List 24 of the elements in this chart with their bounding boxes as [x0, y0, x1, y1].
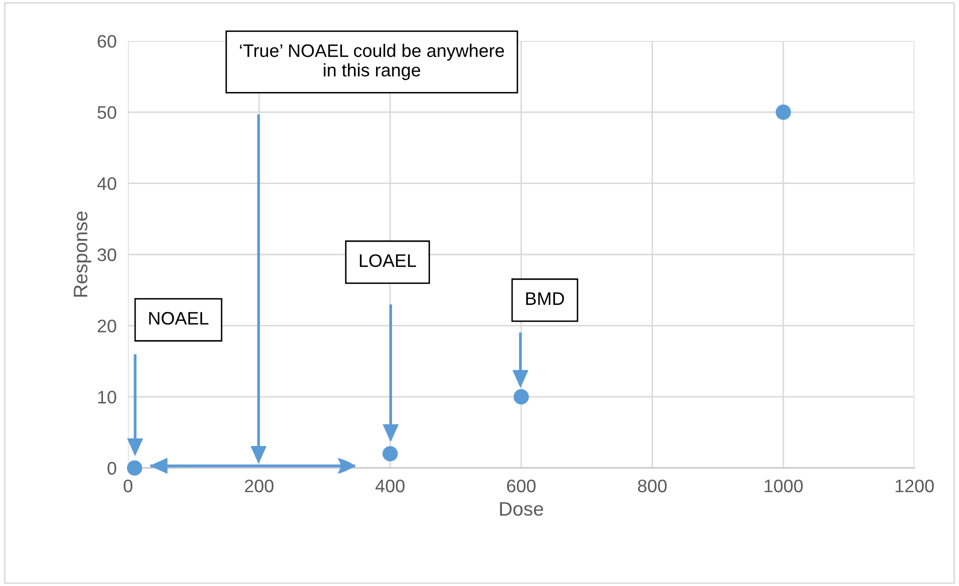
x-tick-label: 400	[376, 480, 405, 492]
y-tick-label: 60	[98, 34, 116, 48]
y-axis-title: Response	[74, 212, 92, 297]
annotation: LOAEL	[360, 254, 416, 268]
y-tick-label: 40	[97, 177, 116, 190]
y-tick-label: 10	[98, 390, 116, 404]
y-tick-label: 20	[98, 320, 116, 332]
x-axis-title: Dose	[500, 502, 544, 516]
x-tick-label: 200	[244, 480, 274, 492]
y-tick-label: 30	[98, 248, 116, 262]
x-tick-label: 1000	[764, 480, 803, 492]
y-tick-label: 0	[108, 462, 116, 475]
annotation: NOAEL	[149, 312, 208, 325]
annotation: ‘True’ NOAEL could be anywhere in this range	[240, 44, 504, 80]
y-tick-label: 50	[98, 106, 116, 119]
point	[776, 104, 791, 120]
x-tick-label: 800	[638, 480, 667, 492]
x-tick-label: 600	[507, 480, 536, 492]
annotation: BMD	[526, 292, 564, 305]
point	[382, 446, 398, 462]
point	[126, 460, 142, 476]
point	[514, 389, 529, 404]
x-tick-label: 1200	[896, 480, 934, 492]
x-tick-label: 0	[124, 480, 132, 492]
